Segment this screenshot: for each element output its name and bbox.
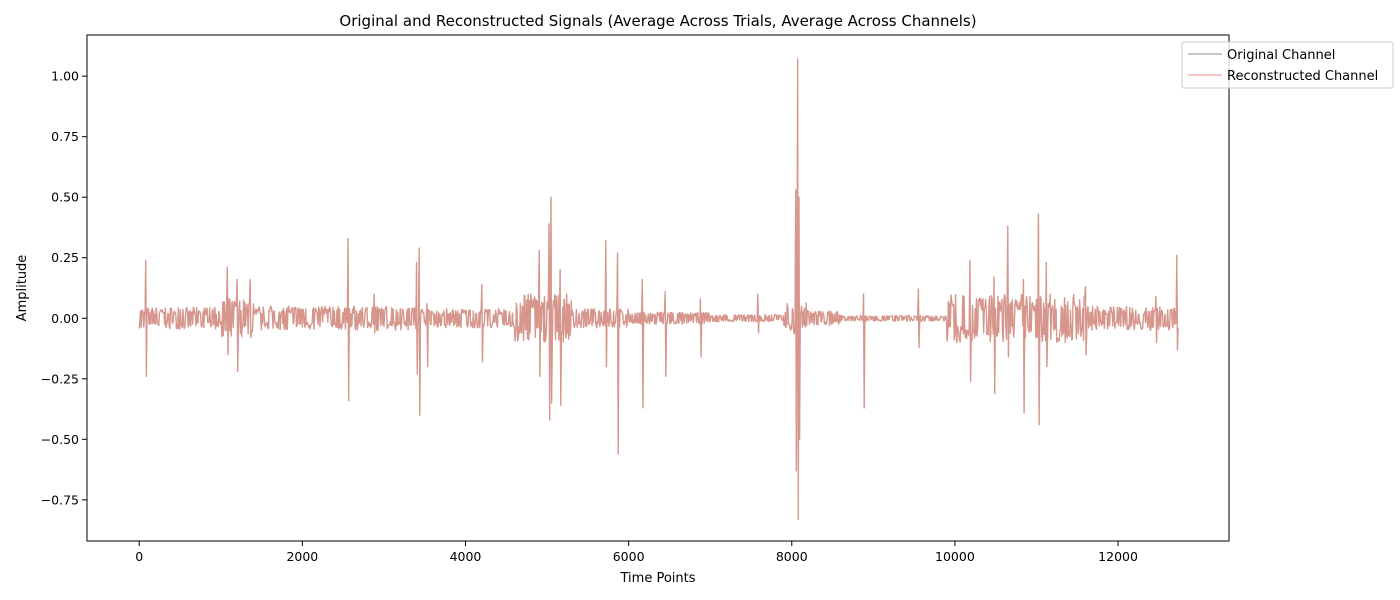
legend: Original Channel Reconstructed Channel: [1181, 41, 1394, 89]
y-tick-label: −0.50: [41, 432, 79, 447]
y-tick-label: 0.75: [51, 129, 79, 144]
y-tick-label: −0.25: [41, 371, 79, 386]
x-tick-label: 0: [135, 549, 143, 564]
series-original-line: [138, 58, 1179, 520]
x-tick-label: 2000: [286, 549, 318, 564]
x-tick-label: 12000: [1098, 549, 1138, 564]
y-axis-label: Amplitude: [15, 255, 30, 322]
y-tick-label: 0.50: [51, 190, 79, 205]
y-tick-label: 1.00: [51, 69, 79, 84]
series-reconstructed-line: [138, 58, 1179, 520]
x-tick-label: 4000: [450, 549, 482, 564]
y-tick-label: −0.75: [41, 492, 79, 507]
x-axis-label: Time Points: [620, 571, 696, 586]
x-tick-label: 10000: [935, 549, 975, 564]
x-tick-label: 8000: [776, 549, 808, 564]
y-tick-label: 0.00: [51, 311, 79, 326]
legend-label-reconstructed: Reconstructed Channel: [1227, 69, 1378, 84]
legend-label-original: Original Channel: [1227, 48, 1335, 63]
x-axis: 0 2000 4000 6000 8000 10000 12000: [135, 541, 1138, 564]
plot-frame: [86, 34, 1230, 542]
y-tick-label: 0.25: [51, 250, 79, 265]
legend-frame: [1181, 41, 1394, 89]
y-axis: −0.75 −0.50 −0.25 0.00 0.25 0.50 0.75 1.00: [41, 69, 87, 507]
chart-title: Original and Reconstructed Signals (Aver…: [339, 12, 976, 30]
x-tick-label: 6000: [613, 549, 645, 564]
series-layer: [138, 58, 1179, 520]
